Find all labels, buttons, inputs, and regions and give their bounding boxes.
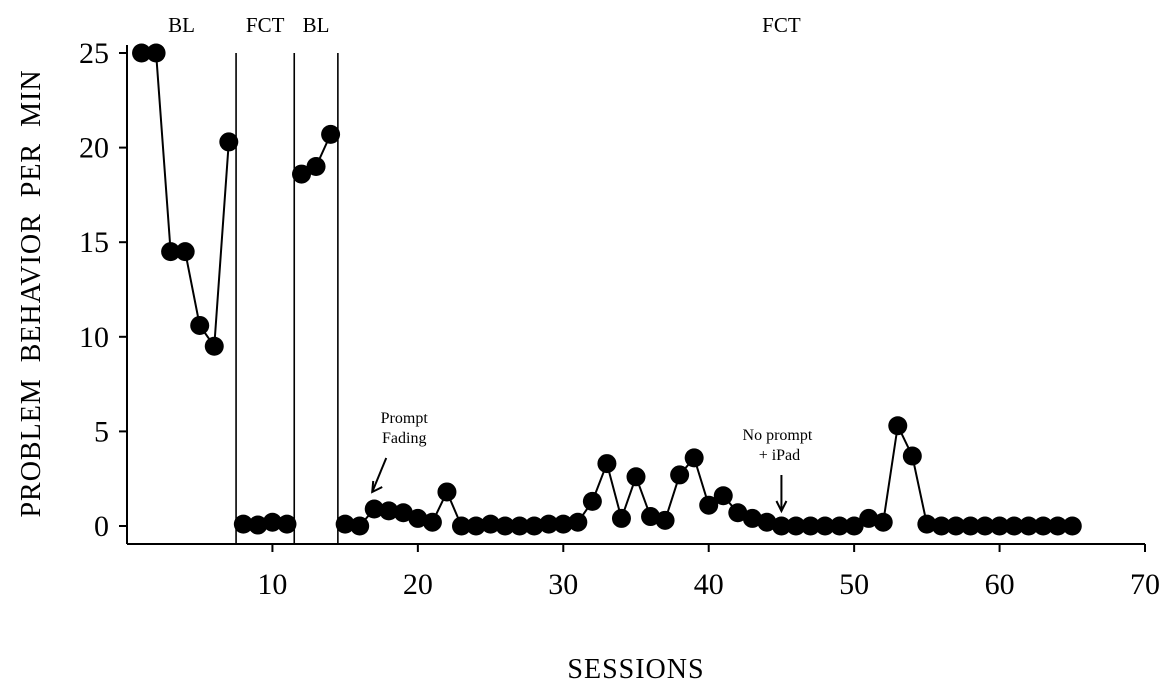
data-point — [699, 495, 719, 515]
annotation-text: + iPad — [759, 447, 800, 464]
data-point — [975, 516, 995, 536]
y-tick-label: 10 — [79, 321, 109, 354]
data-point — [597, 454, 617, 474]
data-point — [495, 516, 515, 536]
data-point — [553, 514, 573, 534]
data-point — [684, 448, 704, 468]
axes: 0 5 10 15 20 25 10 20 30 40 50 60 70 — [79, 37, 1160, 601]
annotation-arrowhead — [775, 500, 788, 514]
phase-label: BL — [303, 13, 330, 37]
annotation-text: Fading — [382, 430, 426, 447]
data-point — [1004, 516, 1024, 536]
data-point — [292, 164, 312, 184]
data-point — [742, 508, 762, 528]
data-point — [132, 43, 152, 63]
y-tick-label: 5 — [94, 415, 109, 448]
x-tick-label: 40 — [694, 568, 724, 601]
data-point — [757, 512, 777, 532]
y-tick-label: 15 — [79, 226, 109, 259]
data-point — [859, 508, 879, 528]
data-point — [917, 514, 937, 534]
chart-labels: SESSIONS PROBLEM BEHAVIOR PER MIN BL FCT BL F… — [16, 13, 801, 685]
data-point — [175, 242, 195, 262]
data-point — [524, 516, 544, 536]
data-point — [1019, 516, 1039, 536]
data-point — [204, 336, 224, 356]
data-point — [321, 124, 341, 144]
phase-label: FCT — [246, 13, 285, 37]
data-point — [611, 508, 631, 528]
x-tick-label: 10 — [257, 568, 287, 601]
data-point — [481, 514, 501, 534]
data-point — [655, 510, 675, 530]
phase-label: FCT — [762, 13, 801, 37]
data-point — [946, 516, 966, 536]
data-point — [815, 516, 835, 536]
data-point — [931, 516, 951, 536]
data-point — [888, 416, 908, 436]
data-point — [219, 132, 239, 152]
annotation-text: No prompt — [743, 427, 813, 444]
data-point — [161, 242, 181, 262]
x-axis-title: SESSIONS — [567, 654, 704, 685]
data-point — [1062, 516, 1082, 536]
data-point — [670, 465, 690, 485]
data-point — [902, 446, 922, 466]
data-point — [233, 514, 253, 534]
y-tick-label: 20 — [79, 132, 109, 165]
data-point — [364, 499, 384, 519]
x-tick-label: 60 — [985, 568, 1015, 601]
data-point — [786, 516, 806, 536]
y-axis-title: PROBLEM BEHAVIOR PER MIN — [16, 69, 47, 517]
phase-change-lines — [235, 53, 339, 544]
data-point — [262, 512, 282, 532]
data-point — [830, 516, 850, 536]
data-point — [1033, 516, 1053, 536]
data-point — [408, 508, 428, 528]
data-point — [626, 467, 646, 487]
data-point — [539, 514, 559, 534]
data-point — [510, 516, 530, 536]
data-point — [960, 516, 980, 536]
annotation-text: Prompt — [381, 410, 429, 427]
x-tick-label: 70 — [1130, 568, 1160, 601]
data-point — [1048, 516, 1068, 536]
data-point — [801, 516, 821, 536]
data-series — [132, 43, 1082, 536]
data-point — [248, 515, 268, 535]
data-point — [422, 512, 442, 532]
chart-annotations: Prompt Fading No prompt + iPad — [371, 410, 813, 514]
data-point — [582, 491, 602, 511]
data-point — [451, 516, 471, 536]
data-point — [713, 486, 733, 506]
data-point — [393, 503, 413, 523]
x-tick-label: 50 — [839, 568, 869, 601]
y-tick-label: 0 — [94, 510, 109, 543]
annotation-arrow — [371, 457, 388, 493]
data-point — [306, 157, 326, 177]
data-point — [437, 482, 457, 502]
y-tick-label: 25 — [79, 37, 109, 70]
series-line — [141, 52, 230, 350]
data-point — [466, 516, 486, 536]
data-point — [335, 514, 355, 534]
data-point — [844, 516, 864, 536]
data-point — [771, 516, 791, 536]
data-point — [873, 512, 893, 532]
data-point — [277, 514, 297, 534]
x-tick-label: 30 — [548, 568, 578, 601]
phase-label: BL — [168, 13, 195, 37]
annotation-arrowhead — [371, 480, 383, 494]
data-point — [350, 516, 370, 536]
data-point — [641, 507, 661, 527]
data-point — [379, 501, 399, 521]
data-point — [990, 516, 1010, 536]
x-tick-label: 20 — [403, 568, 433, 601]
data-point — [568, 512, 588, 532]
data-point — [146, 43, 166, 63]
data-point — [190, 315, 210, 335]
data-point — [728, 503, 748, 523]
